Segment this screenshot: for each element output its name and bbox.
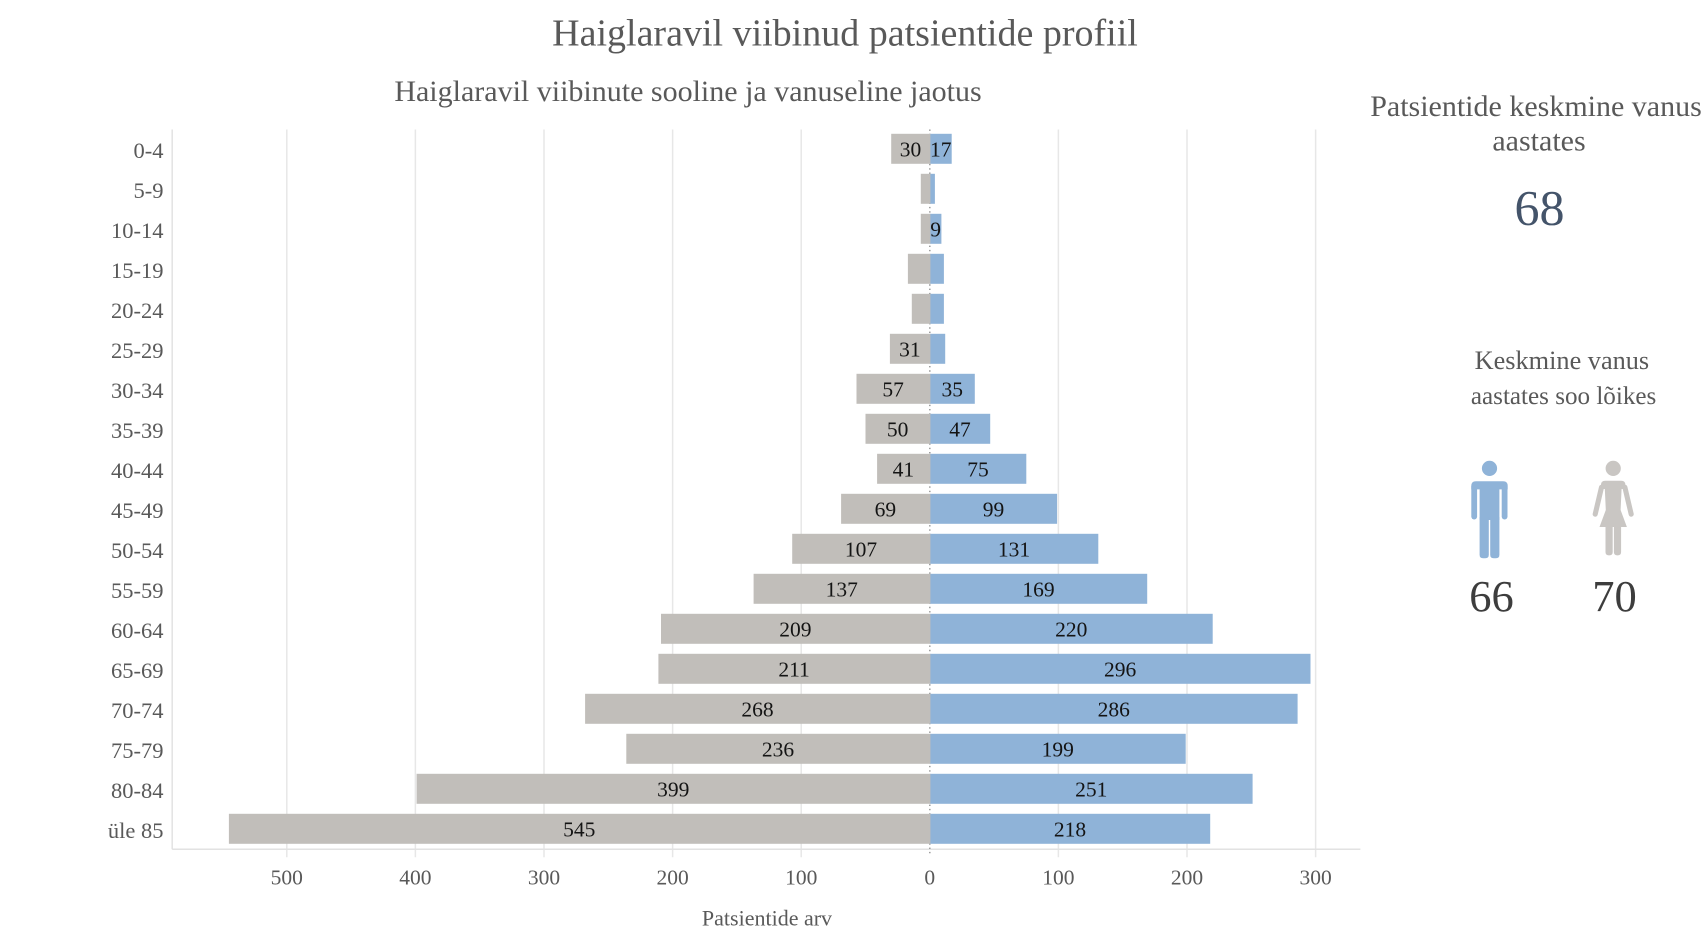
svg-text:286: 286 — [1098, 698, 1131, 722]
svg-text:15-19: 15-19 — [111, 258, 164, 283]
svg-text:55-59: 55-59 — [111, 578, 164, 603]
svg-text:10-14: 10-14 — [111, 218, 164, 243]
svg-text:0: 0 — [924, 866, 935, 890]
svg-text:200: 200 — [656, 866, 688, 890]
svg-text:200: 200 — [1171, 866, 1203, 890]
svg-text:50-54: 50-54 — [111, 538, 164, 563]
svg-text:Haiglaravil viibinud patsienti: Haiglaravil viibinud patsientide profiil — [552, 13, 1138, 55]
svg-text:251: 251 — [1075, 778, 1107, 802]
svg-text:218: 218 — [1054, 818, 1086, 842]
svg-text:100: 100 — [785, 866, 817, 890]
svg-text:25-29: 25-29 — [111, 338, 164, 363]
svg-text:20-24: 20-24 — [111, 298, 164, 323]
svg-text:100: 100 — [1042, 866, 1074, 890]
svg-text:400: 400 — [399, 866, 431, 890]
svg-text:9: 9 — [930, 218, 941, 242]
svg-text:199: 199 — [1042, 738, 1074, 762]
svg-text:300: 300 — [1299, 866, 1331, 890]
svg-text:47: 47 — [949, 418, 971, 442]
svg-text:209: 209 — [779, 618, 811, 642]
svg-text:399: 399 — [657, 778, 689, 802]
svg-text:268: 268 — [741, 698, 773, 722]
svg-text:68: 68 — [1515, 179, 1565, 235]
svg-text:5-9: 5-9 — [134, 178, 164, 203]
svg-text:300: 300 — [528, 866, 560, 890]
svg-text:30: 30 — [900, 138, 922, 162]
svg-text:65-69: 65-69 — [111, 658, 164, 683]
svg-text:57: 57 — [882, 378, 904, 402]
svg-text:500: 500 — [271, 866, 303, 890]
svg-text:80-84: 80-84 — [111, 778, 164, 803]
svg-text:Patsientide arv: Patsientide arv — [702, 906, 832, 931]
svg-text:137: 137 — [826, 578, 859, 602]
svg-text:69: 69 — [875, 498, 897, 522]
svg-text:aastates soo lõikes: aastates soo lõikes — [1471, 383, 1656, 410]
svg-text:75-79: 75-79 — [111, 738, 164, 763]
svg-text:70: 70 — [1592, 571, 1637, 621]
svg-text:35: 35 — [942, 378, 964, 402]
svg-text:70-74: 70-74 — [111, 698, 164, 723]
svg-text:üle 85: üle 85 — [108, 818, 164, 843]
svg-text:35-39: 35-39 — [111, 418, 164, 443]
svg-text:66: 66 — [1469, 571, 1514, 621]
svg-text:Haiglaravil viibinute sooline: Haiglaravil viibinute sooline ja vanusel… — [394, 75, 981, 108]
svg-text:17: 17 — [930, 138, 952, 162]
svg-text:Keskmine vanus: Keskmine vanus — [1475, 346, 1650, 375]
svg-text:45-49: 45-49 — [111, 498, 164, 523]
svg-text:131: 131 — [998, 538, 1030, 562]
svg-text:Patsientide keskmine vanus: Patsientide keskmine vanus — [1370, 90, 1702, 123]
svg-text:545: 545 — [563, 818, 595, 842]
svg-text:169: 169 — [1022, 578, 1054, 602]
svg-text:aastates: aastates — [1492, 125, 1585, 158]
svg-text:31: 31 — [899, 338, 921, 362]
svg-text:30-34: 30-34 — [111, 378, 164, 403]
svg-text:296: 296 — [1104, 658, 1137, 682]
svg-text:107: 107 — [845, 538, 878, 562]
svg-text:60-64: 60-64 — [111, 618, 164, 643]
svg-text:0-4: 0-4 — [134, 138, 164, 163]
svg-text:99: 99 — [983, 498, 1005, 522]
svg-text:50: 50 — [887, 418, 909, 442]
svg-text:220: 220 — [1055, 618, 1087, 642]
svg-text:236: 236 — [762, 738, 795, 762]
svg-text:211: 211 — [778, 658, 809, 682]
svg-text:75: 75 — [967, 458, 989, 482]
svg-text:41: 41 — [893, 458, 915, 482]
svg-text:40-44: 40-44 — [111, 458, 164, 483]
